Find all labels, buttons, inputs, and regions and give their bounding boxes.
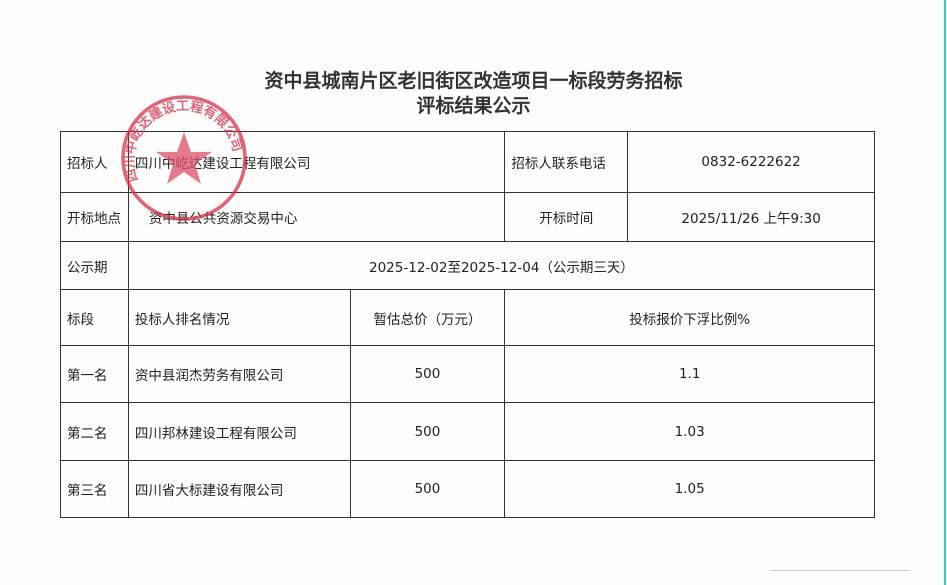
table-row: 第三名 四川省大标建设有限公司 500 1.05 — [60, 460, 875, 518]
time-value: 2025/11/26 上午9:30 — [627, 192, 875, 242]
period-row: 公示期 2025-12-02至2025-12-04（公示期三天） — [60, 241, 876, 290]
header-bidder: 投标人排名情况 — [127, 289, 351, 346]
ratio: 1.1 — [504, 345, 875, 403]
period-value: 2025-12-02至2025-12-04（公示期三天） — [127, 241, 876, 290]
price: 500 — [349, 460, 506, 518]
price: 500 — [349, 402, 506, 461]
location-value: 资中县公共资源交易中心 — [127, 192, 506, 242]
location-row: 开标地点 资中县公共资源交易中心 开标时间 2025/11/26 上午9:30 — [60, 192, 875, 242]
header-section: 标段 — [60, 289, 129, 346]
header-price: 暂估总价（万元） — [349, 289, 506, 346]
window-edge — [944, 0, 946, 585]
tenderer-row: 招标人 四川中屹达建设工程有限公司 招标人联系电话 0832-6222622 — [60, 131, 875, 193]
tenderer-label: 招标人 — [60, 131, 129, 193]
period-label: 公示期 — [60, 241, 129, 290]
rank: 第三名 — [60, 460, 129, 518]
table-row: 第一名 资中县润杰劳务有限公司 500 1.1 — [60, 345, 875, 403]
bidder: 四川省大标建设有限公司 — [127, 460, 351, 518]
price: 500 — [349, 345, 506, 403]
ratio: 1.05 — [504, 460, 875, 518]
header-row: 标段 投标人排名情况 暂估总价（万元） 投标报价下浮比例% — [60, 289, 875, 346]
header-ratio: 投标报价下浮比例% — [504, 289, 875, 346]
location-label: 开标地点 — [60, 192, 129, 242]
result-table: 招标人 四川中屹达建设工程有限公司 招标人联系电话 0832-6222622 开… — [60, 131, 876, 518]
bidder: 四川邦林建设工程有限公司 — [127, 402, 351, 461]
divider — [770, 570, 910, 571]
rank: 第一名 — [60, 345, 129, 403]
phone-label: 招标人联系电话 — [504, 131, 629, 193]
table-row: 第二名 四川邦林建设工程有限公司 500 1.03 — [60, 402, 875, 461]
tenderer-value: 四川中屹达建设工程有限公司 — [127, 131, 506, 193]
rank: 第二名 — [60, 402, 129, 461]
document-title: 资中县城南片区老旧街区改造项目一标段劳务招标 — [264, 70, 683, 92]
time-label: 开标时间 — [504, 192, 629, 242]
document-subtitle: 评标结果公示 — [416, 95, 531, 117]
ratio: 1.03 — [504, 402, 875, 461]
phone-value: 0832-6222622 — [627, 131, 875, 193]
bidder: 资中县润杰劳务有限公司 — [127, 345, 351, 403]
